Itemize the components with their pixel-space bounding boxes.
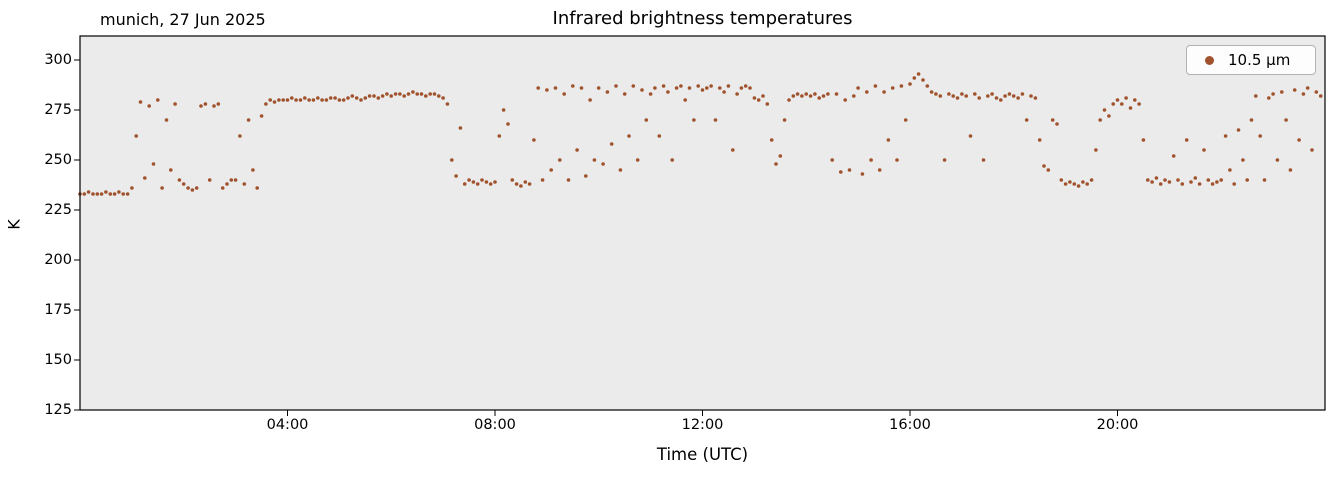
legend-marker-icon bbox=[1205, 55, 1214, 65]
y-tick-label: 150 bbox=[44, 352, 72, 368]
y-tick-label: 200 bbox=[44, 252, 72, 268]
x-tick-label: 04:00 bbox=[266, 417, 309, 433]
x-tick-label: 08:00 bbox=[474, 417, 516, 433]
series-points bbox=[78, 72, 1323, 196]
x-axis-label: Time (UTC) bbox=[656, 445, 749, 464]
axis-ticks bbox=[74, 59, 1118, 416]
plot-area bbox=[80, 36, 1325, 410]
y-tick-label: 225 bbox=[44, 202, 72, 218]
legend: 10.5 μm bbox=[1186, 45, 1316, 75]
y-tick-label: 250 bbox=[44, 152, 72, 168]
y-tick-label: 275 bbox=[44, 102, 72, 118]
chart-annotation: munich, 27 Jun 2025 bbox=[100, 10, 266, 29]
y-tick-label: 175 bbox=[44, 302, 72, 318]
y-tick-label: 125 bbox=[44, 402, 72, 418]
x-tick-label: 20:00 bbox=[1096, 417, 1139, 433]
y-tick-label: 300 bbox=[44, 52, 72, 68]
plot-spines bbox=[79, 35, 1326, 411]
legend-label: 10.5 μm bbox=[1228, 51, 1291, 69]
x-tick-label: 16:00 bbox=[889, 417, 931, 433]
x-tick-label: 12:00 bbox=[681, 417, 724, 433]
